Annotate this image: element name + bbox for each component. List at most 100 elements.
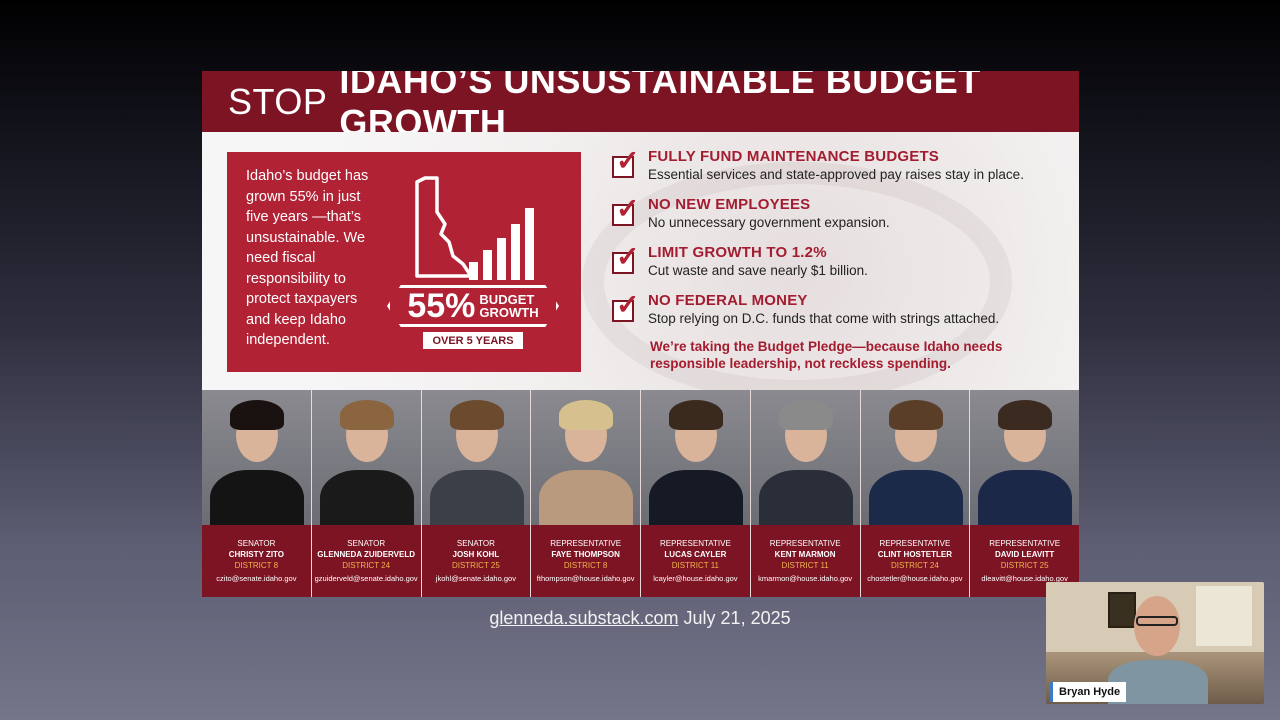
legislator-card: Representative KENT MARMON DISTRICT 11 k… xyxy=(750,390,861,597)
legislator-card: Representative LUCAS CAYLER DISTRICT 11 … xyxy=(641,390,751,597)
badge-label: BUDGET GROWTH xyxy=(479,293,538,319)
photo-body xyxy=(429,470,524,525)
legislator-namecard: Senator JOSH KOHL DISTRICT 25 jkohl@sena… xyxy=(421,525,531,597)
pledge-title: FULLY FUND MAINTENANCE BUDGETS xyxy=(648,148,940,165)
idaho-growth-graphic: 55% BUDGET GROWTH OVER 5 YEARS xyxy=(387,172,567,357)
pledge-desc: Cut waste and save nearly $1 billion. xyxy=(648,263,868,278)
photo-body xyxy=(319,470,414,525)
photo-hair xyxy=(998,400,1053,430)
pledge-desc: No unnecessary government expansion. xyxy=(648,215,890,230)
badge-subtitle: OVER 5 YEARS xyxy=(423,332,523,349)
photo-hair xyxy=(888,400,943,430)
checkbox-icon: ✓ xyxy=(612,145,639,178)
photo-hair xyxy=(778,400,833,430)
photo-body xyxy=(758,470,853,525)
intro-text: Idaho’s budget has grown 55% in just fiv… xyxy=(246,168,369,348)
pledge-desc: Stop relying on D.C. funds that come wit… xyxy=(648,311,1000,326)
legislator-email: lcayler@house.idaho.gov xyxy=(653,574,738,583)
badge-percent: 55% xyxy=(407,286,476,325)
badge-label-line2: GROWTH xyxy=(479,305,539,320)
growth-badge: 55% BUDGET GROWTH xyxy=(387,285,559,327)
pledge-closing: We’re taking the Budget Pledge—because I… xyxy=(650,339,1003,371)
photo-body xyxy=(868,470,963,525)
participant-name-label: Bryan Hyde xyxy=(1050,682,1127,702)
substack-link[interactable]: glenneda.substack.com xyxy=(489,608,679,628)
legislator-photo xyxy=(970,390,1079,525)
legislator-card: Senator GLENNEDA ZUIDERVELD DISTRICT 24 … xyxy=(311,390,422,597)
legislator-email: chostetler@house.idaho.gov xyxy=(867,574,963,583)
legislator-name: CLINT HOSTETLER xyxy=(877,550,952,559)
legislator-email: jkohl@senate.idaho.gov xyxy=(435,574,516,583)
legislator-card: Representative CLINT HOSTETLER DISTRICT … xyxy=(860,390,971,597)
legislator-card: Representative FAYE THOMPSON DISTRICT 8 … xyxy=(531,390,641,597)
legislator-title: Senator xyxy=(456,539,495,548)
slide-caption: glenneda.substack.com July 21, 2025 xyxy=(0,608,1280,629)
badge-label-line1: BUDGET xyxy=(479,292,535,307)
legislator-email: czito@senate.idaho.gov xyxy=(216,574,297,583)
legislator-district: DISTRICT 24 xyxy=(342,561,391,570)
legislator-email: gzuiderveld@senate.idaho.gov xyxy=(314,574,418,583)
legislator-card: Senator CHRISTY ZITO DISTRICT 8 czito@se… xyxy=(202,390,312,597)
legislator-photo xyxy=(860,390,970,525)
legislator-name: DAVID LEAVITT xyxy=(994,550,1055,559)
photo-body xyxy=(978,470,1073,525)
legislator-photo xyxy=(531,390,640,525)
caption-date: July 21, 2025 xyxy=(683,608,791,628)
legislator-card: Representative DAVID LEAVITT DISTRICT 25… xyxy=(970,390,1079,597)
legislator-photo xyxy=(311,390,421,525)
legislator-title: Representative xyxy=(769,539,841,548)
legislator-title: Representative xyxy=(550,539,622,548)
webcam-tile[interactable]: Bryan Hyde xyxy=(1046,582,1264,704)
legislator-namecard: Representative FAYE THOMPSON DISTRICT 8 … xyxy=(531,525,640,597)
participant-glasses xyxy=(1136,616,1178,626)
budget-growth-box: Idaho’s budget has grown 55% in just fiv… xyxy=(227,152,581,372)
slide-header: STOP IDAHO’S UNSUSTAINABLE BUDGET GROWTH xyxy=(202,71,1079,143)
photo-hair xyxy=(230,400,284,430)
checkbox-icon: ✓ xyxy=(612,241,639,274)
legislator-name: GLENNEDA ZUIDERVELD xyxy=(317,550,416,559)
legislator-district: DISTRICT 8 xyxy=(563,561,608,570)
legislator-photo xyxy=(750,390,860,525)
legislator-district: DISTRICT 11 xyxy=(671,561,720,570)
photo-hair xyxy=(669,400,723,430)
legislator-district: DISTRICT 11 xyxy=(781,561,829,570)
legislator-title: Representative xyxy=(659,539,731,548)
photo-hair xyxy=(339,400,394,430)
photo-body xyxy=(539,470,634,525)
participant-head xyxy=(1134,596,1180,656)
legislator-title: Senator xyxy=(347,539,386,548)
legislator-photo xyxy=(421,390,531,525)
legislator-district: DISTRICT 25 xyxy=(451,561,500,570)
pledge-title: NO FEDERAL MONEY xyxy=(648,292,808,309)
legislator-district: DISTRICT 25 xyxy=(1000,561,1049,570)
photo-body xyxy=(649,470,743,525)
legislator-email: dleavitt@house.idaho.gov xyxy=(981,574,1068,583)
legislator-row: Senator CHRISTY ZITO DISTRICT 8 czito@se… xyxy=(202,390,1079,597)
pledge-item: ✓ NO FEDERAL MONEY Stop relying on D.C. … xyxy=(612,289,1072,331)
wall-picture xyxy=(1108,592,1136,628)
legislator-namecard: Representative KENT MARMON DISTRICT 11 k… xyxy=(750,525,860,597)
idaho-map-icon xyxy=(415,176,534,280)
budget-slide: STOP IDAHO’S UNSUSTAINABLE BUDGET GROWTH… xyxy=(202,71,1079,597)
legislator-name: KENT MARMON xyxy=(774,550,836,559)
photo-body xyxy=(210,470,304,525)
legislator-email: fthompson@house.idaho.gov xyxy=(536,574,635,583)
legislator-photo xyxy=(202,390,311,525)
legislator-name: JOSH KOHL xyxy=(452,550,500,559)
legislator-namecard: Senator GLENNEDA ZUIDERVELD DISTRICT 24 … xyxy=(311,525,421,597)
header-bold-text: IDAHO’S UNSUSTAINABLE BUDGET GROWTH xyxy=(339,71,981,143)
legislator-card: Senator JOSH KOHL DISTRICT 25 jkohl@sena… xyxy=(421,390,532,597)
pledge-list: ✓ FULLY FUND MAINTENANCE BUDGETS Essenti… xyxy=(612,145,1072,372)
checkbox-icon: ✓ xyxy=(612,193,639,226)
window xyxy=(1196,586,1252,646)
legislator-name: FAYE THOMPSON xyxy=(551,550,620,559)
legislator-title: Representative xyxy=(989,539,1061,548)
photo-hair xyxy=(449,400,504,430)
legislator-namecard: Representative LUCAS CAYLER DISTRICT 11 … xyxy=(641,525,750,597)
pledge-item: ✓ FULLY FUND MAINTENANCE BUDGETS Essenti… xyxy=(612,145,1072,187)
pledge-title: NO NEW EMPLOYEES xyxy=(648,196,811,213)
slide-content: Idaho’s budget has grown 55% in just fiv… xyxy=(202,132,1079,402)
legislator-name: CHRISTY ZITO xyxy=(228,550,284,559)
legislator-photo xyxy=(641,390,750,525)
legislator-title: Representative xyxy=(879,539,951,548)
